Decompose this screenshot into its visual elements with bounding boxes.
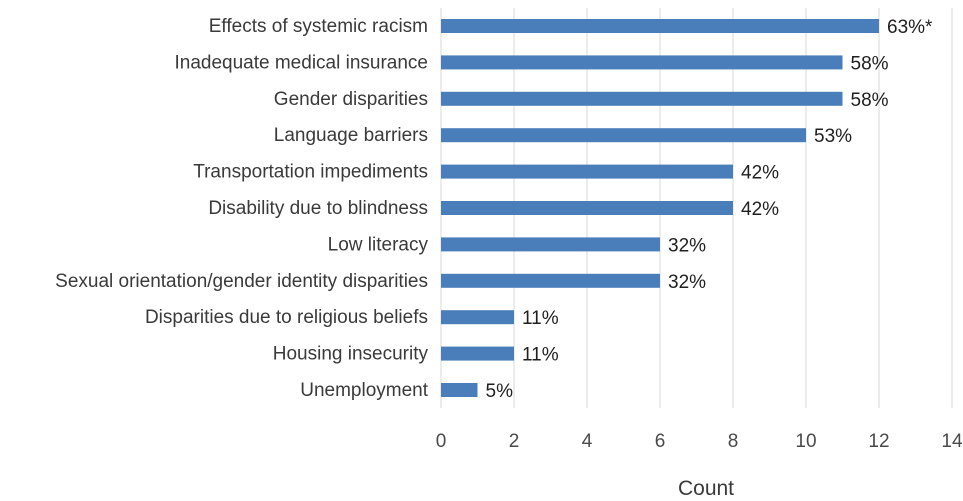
bar	[441, 55, 843, 70]
bar	[441, 128, 806, 143]
data-label: 58%	[851, 90, 889, 111]
category-label: Housing insecurity	[273, 344, 429, 365]
bar	[441, 310, 514, 325]
data-label: 63%*	[887, 17, 933, 38]
category-label: Unemployment	[300, 380, 428, 401]
bar	[441, 19, 879, 33]
category-label: Sexual orientation/gender identity dispa…	[55, 271, 428, 292]
bar	[441, 91, 843, 106]
category-label: Language barriers	[274, 125, 428, 146]
x-tick-label: 10	[795, 431, 816, 452]
data-label: 11%	[522, 308, 559, 329]
category-label: Effects of systemic racism	[209, 16, 428, 37]
category-label: Disparities due to religious beliefs	[145, 307, 428, 328]
x-axis-title: Count	[678, 477, 734, 500]
x-tick-labels: 0 2 4 6 8 10 12 14	[436, 431, 963, 452]
category-labels: Effects of systemic racism Inadequate med…	[55, 16, 429, 401]
bar	[441, 237, 660, 252]
data-label: 42%	[741, 199, 779, 220]
category-label: Low literacy	[328, 234, 429, 255]
category-label: Transportation impediments	[193, 162, 428, 183]
category-label: Gender disparities	[274, 89, 428, 110]
data-label: 5%	[486, 381, 514, 402]
bar	[441, 164, 733, 179]
bar	[441, 273, 660, 288]
data-label: 42%	[741, 163, 779, 184]
x-tick-label: 8	[728, 431, 739, 452]
category-label: Disability due to blindness	[208, 198, 428, 219]
bars	[441, 19, 879, 397]
data-label: 53%	[814, 126, 852, 147]
bar	[441, 383, 478, 397]
x-tick-label: 0	[436, 431, 447, 452]
data-label: 11%	[522, 345, 559, 366]
x-tick-label: 4	[582, 431, 593, 452]
data-label: 32%	[668, 235, 706, 256]
x-tick-label: 12	[868, 431, 889, 452]
category-label: Inadequate medical insurance	[174, 52, 428, 73]
bar	[441, 346, 514, 361]
data-label: 58%	[851, 53, 889, 74]
x-tick-label: 2	[509, 431, 520, 452]
x-tick-label: 6	[655, 431, 666, 452]
data-labels: 63%* 58% 58% 53% 42% 42% 32% 32% 11% 11% 5%	[486, 17, 934, 402]
bar	[441, 201, 733, 215]
x-tick-label: 14	[941, 431, 963, 452]
data-label: 32%	[668, 272, 706, 293]
